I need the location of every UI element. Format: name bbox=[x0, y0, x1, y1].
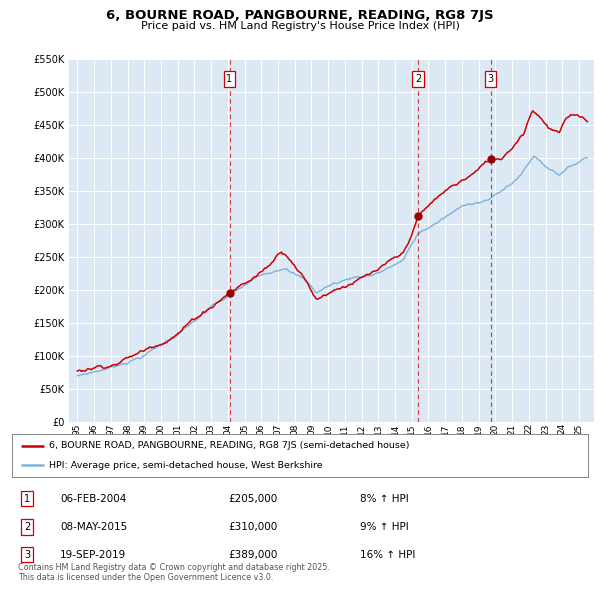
Text: 2: 2 bbox=[415, 74, 421, 84]
Text: 1: 1 bbox=[226, 74, 233, 84]
Text: 3: 3 bbox=[488, 74, 494, 84]
Text: £310,000: £310,000 bbox=[228, 522, 277, 532]
Text: £205,000: £205,000 bbox=[228, 494, 277, 503]
Text: 9% ↑ HPI: 9% ↑ HPI bbox=[360, 522, 409, 532]
Text: 16% ↑ HPI: 16% ↑ HPI bbox=[360, 550, 415, 559]
Text: 08-MAY-2015: 08-MAY-2015 bbox=[60, 522, 127, 532]
Text: 3: 3 bbox=[24, 550, 30, 559]
Text: 6, BOURNE ROAD, PANGBOURNE, READING, RG8 7JS (semi-detached house): 6, BOURNE ROAD, PANGBOURNE, READING, RG8… bbox=[49, 441, 410, 450]
Text: Price paid vs. HM Land Registry's House Price Index (HPI): Price paid vs. HM Land Registry's House … bbox=[140, 21, 460, 31]
Text: 19-SEP-2019: 19-SEP-2019 bbox=[60, 550, 126, 559]
Text: 6, BOURNE ROAD, PANGBOURNE, READING, RG8 7JS: 6, BOURNE ROAD, PANGBOURNE, READING, RG8… bbox=[106, 9, 494, 22]
Text: 2: 2 bbox=[24, 522, 30, 532]
Text: £389,000: £389,000 bbox=[228, 550, 277, 559]
Text: HPI: Average price, semi-detached house, West Berkshire: HPI: Average price, semi-detached house,… bbox=[49, 461, 323, 470]
Text: Contains HM Land Registry data © Crown copyright and database right 2025.
This d: Contains HM Land Registry data © Crown c… bbox=[18, 563, 330, 582]
Text: 1: 1 bbox=[24, 494, 30, 503]
Text: 8% ↑ HPI: 8% ↑ HPI bbox=[360, 494, 409, 503]
Text: 06-FEB-2004: 06-FEB-2004 bbox=[60, 494, 127, 503]
